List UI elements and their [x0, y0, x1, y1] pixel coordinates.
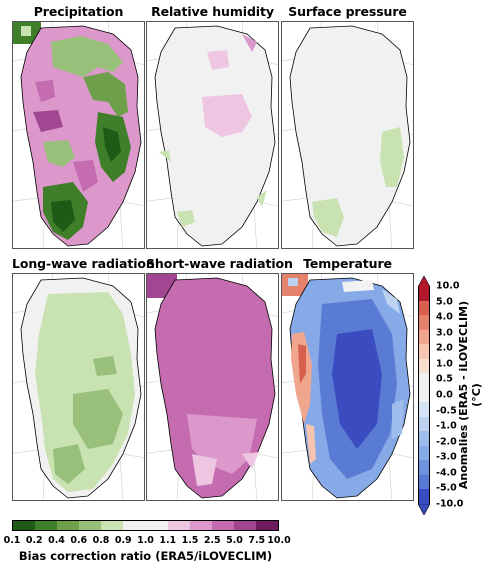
anomaly-colorbar-cell: [419, 460, 429, 475]
relative-humidity-map: [146, 21, 279, 249]
anomaly-tick-label: 0.5: [436, 373, 453, 385]
ratio-tick-label: 5.0: [226, 535, 243, 546]
ratio-colorbar-cell: [123, 521, 146, 530]
ratio-tick-label: 1.1: [159, 535, 177, 546]
ratio-tick-label: 0.9: [114, 535, 132, 546]
anomaly-tick-label: 1.0: [436, 358, 453, 370]
panel-temperature: Temperature: [281, 256, 414, 501]
anomaly-colorbar-cell: [419, 358, 429, 374]
anomaly-colorbar-label: Anomalies (ERA5 - iLOVECLIM) (°C): [457, 301, 483, 489]
ratio-colorbar-label: Bias correction ratio (ERA5/iLOVECLIM): [18, 549, 273, 563]
anomaly-tick-label: 4.0: [436, 311, 453, 323]
anomaly-colorbar-cell: [419, 445, 429, 461]
anomaly-tick-label: -4.0: [436, 467, 457, 479]
temperature-map: [281, 273, 414, 501]
ratio-colorbar-ticks: 0.1 0.2 0.4 0.6 0.8 0.9 1.0 1.1 1.5 2.5 5.0 7.5 10.0: [0, 535, 300, 547]
ratio-tick-label: 0.8: [92, 535, 110, 546]
panel-title: Relative humidity: [151, 4, 274, 19]
short-wave-radiation-map: [146, 273, 279, 501]
long-wave-radiation-map: [12, 273, 145, 501]
panel-surface-pressure: Surface pressure: [281, 4, 414, 249]
panel-title: Precipitation: [33, 4, 124, 19]
ratio-colorbar-cell: [233, 521, 256, 530]
anomaly-tick-label: -5.0: [436, 482, 457, 494]
panel-long-wave-radiation: Long-wave radiation: [12, 256, 155, 501]
anomaly-colorbar-cell: [419, 344, 429, 359]
anomaly-colorbar-cell: [419, 315, 429, 330]
colorbar-top-arrow: [418, 276, 430, 287]
anomaly-colorbar-cell: [419, 489, 429, 504]
colorbar-bottom-arrow: [418, 504, 430, 515]
panel-title: Short-wave radiation: [146, 256, 293, 271]
anomaly-colorbar-cell: [419, 373, 429, 388]
ratio-tick-label: 2.5: [203, 535, 221, 546]
anomaly-tick-label: -1.0: [436, 420, 457, 432]
anomaly-tick-label: -10.0: [436, 498, 464, 510]
ratio-colorbar-cell: [145, 521, 168, 530]
anomaly-colorbar: [418, 286, 430, 504]
anomaly-colorbar-cell: [419, 329, 429, 345]
panel-title: Temperature: [303, 256, 392, 271]
anomaly-tick-label: 0.0: [436, 389, 453, 401]
anomaly-colorbar-cell: [419, 387, 429, 403]
anomaly-colorbar-cell: [419, 402, 429, 417]
ratio-tick-label: 0.2: [25, 535, 43, 546]
anomaly-tick-label: -3.0: [436, 451, 457, 463]
anomaly-tick-label: 3.0: [436, 327, 453, 339]
anomaly-label-line1: Anomalies (ERA5 - iLOVECLIM): [457, 300, 470, 490]
anomaly-colorbar-cell: [419, 416, 429, 432]
panel-short-wave-radiation: Short-wave radiation: [146, 256, 293, 501]
ratio-colorbar-cell: [79, 521, 102, 530]
anomaly-colorbar-cell: [419, 300, 429, 316]
ratio-colorbar-cell: [57, 521, 80, 530]
ratio-colorbar: [12, 520, 279, 531]
ratio-tick-label: 1.5: [181, 535, 199, 546]
ratio-tick-label: 0.1: [3, 535, 21, 546]
ratio-colorbar-cell: [35, 521, 58, 530]
anomaly-tick-label: 2.0: [436, 342, 453, 354]
ratio-colorbar-cell: [13, 521, 36, 530]
ratio-tick-label: 1.0: [137, 535, 154, 546]
anomaly-tick-label: -2.0: [436, 436, 457, 448]
ratio-colorbar-cell: [101, 521, 124, 530]
anomaly-tick-label: 5.0: [436, 296, 453, 308]
precipitation-map: [12, 21, 145, 249]
anomaly-colorbar-cell: [419, 286, 429, 301]
ratio-colorbar-cell: [255, 521, 278, 530]
panel-title: Surface pressure: [288, 4, 407, 19]
ratio-colorbar-cell: [189, 521, 212, 530]
anomaly-label-line2: (°C): [470, 383, 483, 407]
ratio-tick-label: 7.5: [248, 535, 266, 546]
panel-precipitation: Precipitation: [12, 4, 145, 249]
anomaly-colorbar-cell: [419, 431, 429, 446]
ratio-colorbar-cell: [211, 521, 234, 530]
ratio-tick-label: 0.4: [48, 535, 65, 546]
anomaly-tick-label: 10.0: [436, 280, 460, 292]
panel-title: Long-wave radiation: [12, 256, 155, 271]
ratio-colorbar-cell: [167, 521, 190, 530]
anomaly-tick-label: -0.5: [436, 405, 457, 417]
surface-pressure-map: [281, 21, 414, 249]
anomaly-colorbar-cell: [419, 474, 429, 490]
panel-relative-humidity: Relative humidity: [146, 4, 279, 249]
ratio-tick-label: 10.0: [267, 535, 291, 546]
ratio-tick-label: 0.6: [70, 535, 88, 546]
